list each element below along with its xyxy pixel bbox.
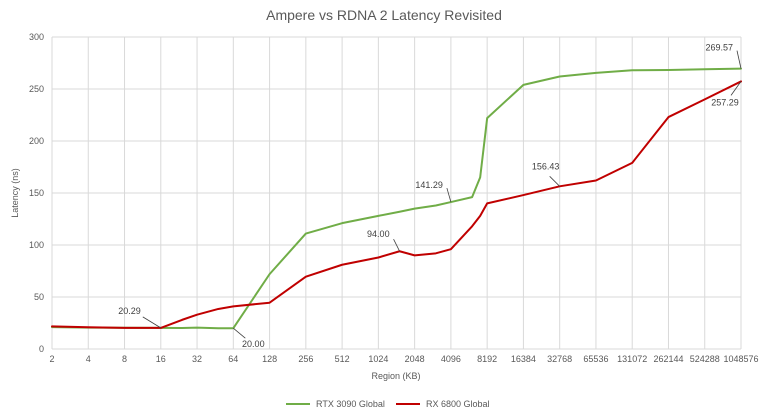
- y-tick-label: 100: [29, 240, 44, 250]
- annotation-label: 20.00: [242, 339, 265, 349]
- annotation-label: 269.57: [705, 43, 733, 53]
- x-tick-label: 4096: [441, 354, 461, 364]
- x-tick-label: 8192: [477, 354, 497, 364]
- x-tick-label: 1024: [368, 354, 388, 364]
- x-tick-label: 16384: [511, 354, 536, 364]
- y-tick-label: 300: [29, 32, 44, 42]
- x-tick-label: 131072: [617, 354, 647, 364]
- y-tick-label: 200: [29, 136, 44, 146]
- x-tick-label: 2048: [405, 354, 425, 364]
- y-tick-label: 150: [29, 188, 44, 198]
- x-tick-label: 64: [228, 354, 238, 364]
- annotation-label: 257.29: [711, 97, 739, 107]
- annotation-leader: [233, 327, 246, 339]
- x-tick-label: 4: [86, 354, 91, 364]
- x-tick-label: 262144: [653, 354, 683, 364]
- x-tick-label: 512: [335, 354, 350, 364]
- x-tick-label: 524288: [690, 354, 720, 364]
- legend: RTX 3090 Global RX 6800 Global: [286, 399, 490, 409]
- x-tick-label: 32: [192, 354, 202, 364]
- x-axis-title: Region (KB): [371, 371, 420, 381]
- grid: [51, 36, 742, 350]
- annotation-leader: [142, 316, 161, 329]
- legend-label: RX 6800 Global: [426, 399, 490, 409]
- x-tick-label: 256: [298, 354, 313, 364]
- y-axis-title: Latency (ns): [10, 168, 20, 218]
- x-tick-label: 16: [156, 354, 166, 364]
- series-line: [51, 80, 742, 329]
- annotation-leader: [736, 50, 742, 69]
- annotation-leader: [446, 187, 452, 203]
- legend-label: RTX 3090 Global: [316, 399, 385, 409]
- x-tick-label: 2: [49, 354, 54, 364]
- x-tick-label: 1048576: [723, 354, 758, 364]
- series-line: [51, 67, 742, 330]
- annotation-label: 20.29: [118, 306, 141, 316]
- annotation-label: 94.00: [367, 229, 390, 239]
- x-tick-label: 8: [122, 354, 127, 364]
- annotation-label: 141.29: [415, 180, 443, 190]
- annotation-leader: [730, 81, 742, 96]
- annotations: 20.29 20.00 94.00 141.29 156.43 269.57 257.29: [118, 43, 742, 349]
- annotation-label: 156.43: [532, 161, 560, 171]
- y-tick-label: 250: [29, 84, 44, 94]
- y-tick-label: 50: [34, 292, 44, 302]
- x-tick-label: 32768: [547, 354, 572, 364]
- chart-title: Ampere vs RDNA 2 Latency Revisited: [266, 7, 502, 23]
- annotation-leader: [393, 239, 400, 252]
- axes: 0 50 100 150 200 250 300 2 4 8 16 32 64 128 256 512 1024…: [29, 32, 759, 364]
- x-tick-label: 128: [262, 354, 277, 364]
- y-tick-label: 0: [39, 344, 44, 354]
- annotation-leader: [549, 176, 560, 187]
- x-tick-label: 65536: [583, 354, 608, 364]
- series-layer: [51, 67, 742, 330]
